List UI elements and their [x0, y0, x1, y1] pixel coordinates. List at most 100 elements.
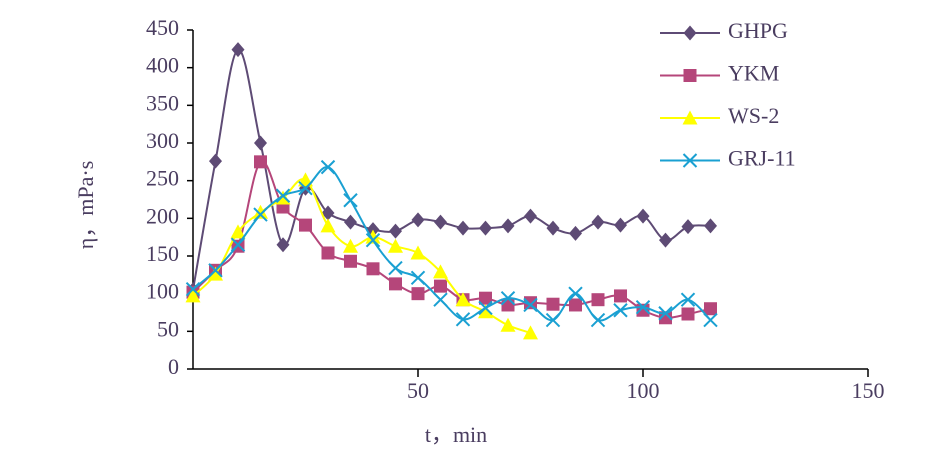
- marker: [545, 312, 561, 328]
- legend-label: YKM: [728, 61, 779, 86]
- marker: [614, 289, 627, 303]
- y-tick-label: 350: [146, 90, 179, 115]
- marker: [231, 42, 245, 58]
- x-tick-label: 150: [852, 378, 885, 403]
- marker: [411, 212, 425, 228]
- y-tick-label: 450: [146, 15, 179, 40]
- x-tick-label: 50: [407, 378, 429, 403]
- marker: [433, 264, 448, 279]
- legend-marker: [682, 153, 698, 168]
- marker: [524, 208, 537, 224]
- marker: [569, 298, 582, 312]
- series-line: [192, 48, 711, 291]
- marker: [703, 312, 718, 328]
- marker: [320, 159, 336, 175]
- marker: [478, 300, 493, 316]
- y-tick-label: 50: [157, 316, 179, 341]
- marker: [208, 263, 223, 278]
- y-tick-label: 150: [146, 241, 179, 266]
- legend-marker: [683, 69, 697, 82]
- marker: [254, 155, 267, 169]
- marker: [230, 224, 246, 239]
- marker: [344, 214, 357, 230]
- y-axis-label: η，mPa·s: [73, 161, 98, 250]
- marker: [389, 277, 402, 291]
- marker: [275, 188, 291, 203]
- marker: [344, 254, 357, 268]
- marker: [658, 306, 673, 321]
- marker: [479, 220, 492, 236]
- marker: [704, 302, 717, 316]
- legend-label: WS-2: [728, 103, 779, 128]
- marker: [366, 262, 380, 276]
- marker: [455, 312, 471, 327]
- marker: [253, 204, 268, 219]
- marker: [209, 153, 222, 169]
- marker: [321, 205, 335, 221]
- marker: [681, 219, 695, 235]
- marker: [410, 270, 426, 286]
- marker: [411, 287, 425, 301]
- marker: [591, 214, 605, 230]
- marker: [500, 317, 516, 332]
- marker: [501, 298, 515, 312]
- marker: [500, 290, 516, 306]
- marker: [253, 207, 268, 222]
- marker: [185, 288, 201, 303]
- marker: [456, 220, 470, 236]
- marker: [298, 180, 313, 196]
- marker: [434, 279, 447, 293]
- marker: [613, 303, 628, 318]
- marker: [704, 218, 717, 234]
- marker: [321, 246, 335, 260]
- marker: [659, 232, 672, 248]
- marker: [591, 293, 605, 307]
- marker: [479, 291, 492, 305]
- marker: [659, 311, 672, 325]
- series-line: [192, 178, 531, 334]
- marker: [185, 281, 201, 297]
- marker: [276, 237, 290, 253]
- marker: [343, 238, 358, 253]
- y-tick-label: 300: [146, 128, 179, 153]
- marker: [546, 297, 560, 311]
- marker: [208, 266, 223, 281]
- marker: [434, 214, 447, 230]
- marker: [455, 292, 471, 307]
- marker: [365, 229, 381, 244]
- x-axis-label: t，min: [425, 422, 487, 447]
- series-line: [192, 166, 712, 322]
- marker: [568, 286, 583, 301]
- marker: [410, 245, 426, 260]
- marker: [320, 218, 336, 233]
- marker: [389, 223, 402, 239]
- marker: [388, 260, 403, 276]
- marker: [298, 172, 313, 187]
- marker: [614, 217, 627, 233]
- marker: [523, 325, 538, 340]
- marker: [636, 208, 650, 224]
- marker: [343, 193, 358, 208]
- marker: [636, 303, 650, 317]
- marker: [254, 135, 267, 151]
- y-tick-label: 250: [146, 166, 179, 191]
- marker: [501, 218, 515, 234]
- marker: [230, 237, 246, 252]
- marker: [635, 300, 651, 315]
- y-tick-label: 200: [146, 203, 179, 228]
- x-tick-label: 100: [627, 378, 660, 403]
- marker: [478, 304, 493, 319]
- marker: [546, 220, 560, 236]
- marker: [590, 312, 606, 328]
- legend-marker: [682, 110, 698, 125]
- marker: [275, 190, 291, 205]
- marker: [388, 238, 403, 253]
- series-line: [192, 160, 711, 319]
- marker: [523, 297, 538, 313]
- marker: [365, 232, 381, 248]
- y-tick-label: 0: [168, 354, 179, 379]
- y-tick-label: 100: [146, 279, 179, 304]
- marker: [299, 218, 312, 232]
- marker: [433, 292, 448, 307]
